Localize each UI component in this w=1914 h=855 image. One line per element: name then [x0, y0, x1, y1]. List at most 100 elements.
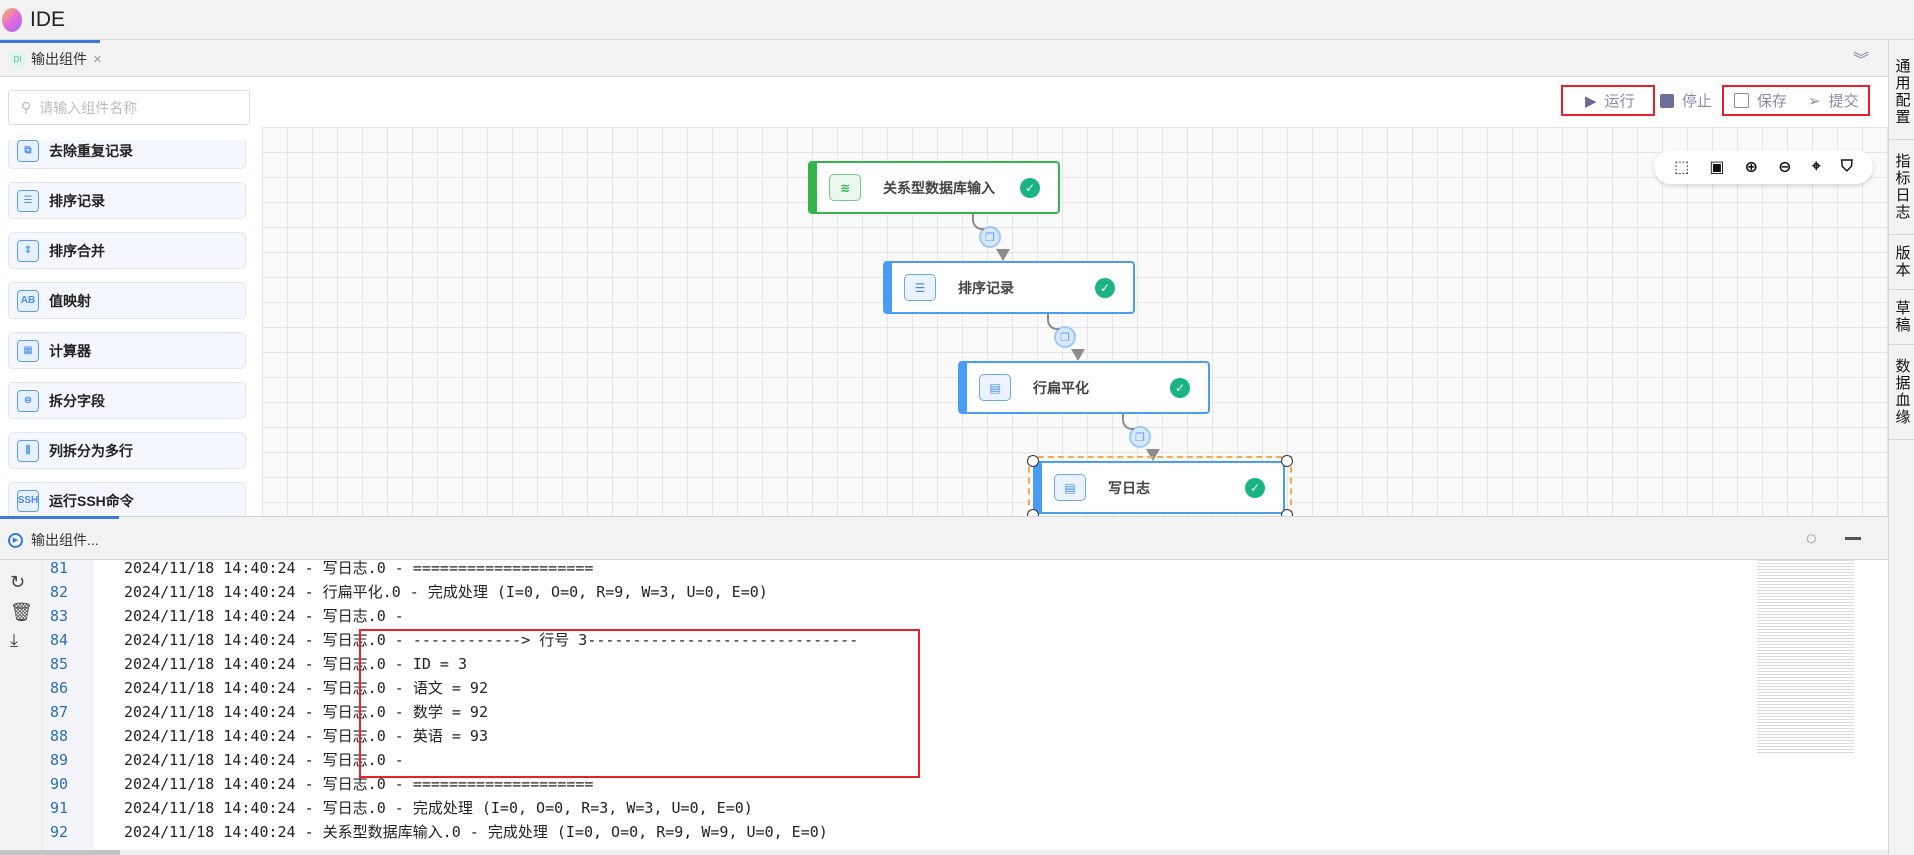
- flow-node[interactable]: ≋ 关系型数据库输入 ✓: [808, 161, 1064, 214]
- save-button[interactable]: 保存: [1734, 85, 1787, 116]
- resize-handle[interactable]: [1281, 455, 1293, 467]
- component-item[interactable]: ☰ 排序记录: [8, 182, 246, 219]
- play-icon: ▶: [1585, 92, 1597, 110]
- right-tab[interactable]: 指标日志: [1889, 140, 1914, 235]
- node-label: 写日志: [1108, 479, 1150, 496]
- connector-line: [1047, 314, 1059, 330]
- log-line: 2024/11/18 14:40:24 - 写日志.0 - 语文 = 92: [124, 679, 488, 697]
- right-tab[interactable]: 通用配置: [1889, 45, 1914, 140]
- selection-outline: [1028, 456, 1292, 516]
- zoom-in-icon[interactable]: ⊕: [1744, 159, 1758, 176]
- refresh-icon[interactable]: ↻: [10, 572, 26, 592]
- right-tab-label: 数据血缘: [1893, 358, 1911, 426]
- select-icon[interactable]: ⬚: [1674, 159, 1690, 176]
- success-check-icon: ✓: [1170, 377, 1190, 398]
- line-number: 83: [50, 607, 69, 625]
- line-number: 92: [50, 823, 69, 841]
- locate-icon[interactable]: ⌖: [1811, 158, 1821, 175]
- component-label: 值映射: [49, 292, 91, 309]
- database-icon: ≋: [829, 174, 861, 201]
- right-tab[interactable]: 数据血缘: [1889, 345, 1914, 440]
- bookmark-icon[interactable]: ⛉: [1840, 158, 1853, 175]
- stop-icon: [1660, 93, 1674, 108]
- tab-bar: [0, 40, 1888, 77]
- search-input[interactable]: [39, 99, 230, 116]
- output-panel-title: ▶ 输出组件...: [8, 530, 99, 550]
- log-line: 2024/11/18 14:40:24 - 写日志.0 - ==========…: [124, 775, 594, 793]
- component-label: 排序记录: [49, 192, 105, 209]
- line-number: 82: [50, 583, 69, 601]
- split-field-icon: ⊜: [17, 389, 39, 412]
- component-label: 运行SSH命令: [49, 492, 134, 509]
- line-number: 85: [50, 655, 69, 673]
- copy-link-icon[interactable]: ❐: [979, 226, 1001, 248]
- component-label: 排序合并: [49, 242, 105, 259]
- line-number: 90: [50, 775, 69, 793]
- log-line: 2024/11/18 14:40:24 - 写日志.0 - ID = 3: [124, 655, 468, 673]
- success-check-icon: ✓: [1245, 477, 1265, 498]
- value-map-icon: AB: [17, 289, 39, 312]
- sort-icon: ☰: [904, 274, 936, 301]
- right-sidebar: 通用配置指标日志版本草稿数据血缘: [1888, 40, 1914, 855]
- flow-node[interactable]: ▤ 行扁平化 ✓: [958, 361, 1214, 414]
- log-line: 2024/11/18 14:40:24 - 写日志.0 - 数学 = 92: [124, 703, 488, 721]
- stop-button[interactable]: 停止: [1660, 85, 1720, 116]
- right-tab[interactable]: 版本: [1889, 235, 1914, 290]
- resize-handle[interactable]: [1027, 455, 1039, 467]
- loading-icon[interactable]: ◌: [1806, 528, 1817, 548]
- right-tab-label: 版本: [1893, 245, 1911, 279]
- log-output[interactable]: [0, 560, 1888, 850]
- component-item[interactable]: SSH 运行SSH命令: [8, 482, 246, 516]
- component-item[interactable]: ⧉ 去除重复记录: [8, 140, 246, 169]
- component-item[interactable]: ⫼ 列拆分为多行: [8, 432, 246, 469]
- app-logo: [2, 8, 22, 32]
- tab-output-component[interactable]: DI 输出组件 ×: [10, 47, 102, 71]
- flow-node[interactable]: ▤ 写日志 ✓: [1033, 461, 1289, 516]
- component-label: 计算器: [49, 342, 91, 359]
- download-icon[interactable]: ⤓: [10, 630, 18, 650]
- minimize-icon[interactable]: [1845, 537, 1861, 540]
- horizontal-scrollbar[interactable]: [0, 850, 1888, 855]
- copy-link-icon[interactable]: ❐: [1054, 326, 1076, 348]
- canvas-tools: ⬚ ▣ ⊕ ⊖ ⌖ ⛉: [1654, 150, 1873, 184]
- title-bar: [0, 0, 1914, 40]
- log-minimap[interactable]: [1757, 560, 1854, 755]
- flow-canvas[interactable]: [262, 127, 1888, 516]
- log-line: 2024/11/18 14:40:24 - 写日志.0 - ==========…: [124, 559, 594, 577]
- di-icon: DI: [10, 51, 25, 67]
- scrollbar-thumb[interactable]: [0, 850, 120, 855]
- column-split-icon: ⫼: [17, 439, 39, 462]
- output-panel-header: [0, 516, 1888, 560]
- zoom-out-icon[interactable]: ⊖: [1778, 159, 1792, 176]
- success-check-icon: ✓: [1020, 177, 1040, 198]
- line-number: 91: [50, 799, 69, 817]
- fit-icon[interactable]: ▣: [1709, 159, 1725, 176]
- sort-icon: ☰: [17, 189, 39, 212]
- double-chevron-down-icon[interactable]: ︾: [1853, 52, 1870, 69]
- close-icon[interactable]: ×: [93, 50, 102, 68]
- component-search[interactable]: ⚲: [8, 90, 250, 125]
- right-tab-label: 通用配置: [1893, 58, 1911, 126]
- node-label: 行扁平化: [1033, 379, 1089, 396]
- arrow-icon: [1071, 349, 1085, 361]
- right-tab[interactable]: 草稿: [1889, 290, 1914, 345]
- submit-button[interactable]: ➢ 提交: [1808, 92, 1859, 111]
- play-circle-icon: ▶: [8, 532, 23, 548]
- component-item[interactable]: ⊜ 拆分字段: [8, 382, 246, 419]
- flow-node[interactable]: ☰ 排序记录 ✓: [883, 261, 1139, 314]
- arrow-icon: [1146, 449, 1160, 461]
- component-item[interactable]: AB 值映射: [8, 282, 246, 319]
- app-title: IDE: [30, 8, 66, 31]
- run-button[interactable]: ▶ 运行: [1561, 85, 1655, 116]
- log-line: 2024/11/18 14:40:24 - 写日志.0 - ----------…: [124, 631, 859, 649]
- highlight-box: [359, 629, 920, 778]
- merge-sort-icon: ⇕: [17, 239, 39, 262]
- component-item[interactable]: ▦ 计算器: [8, 332, 246, 369]
- calculator-icon: ▦: [17, 339, 39, 362]
- log-line: 2024/11/18 14:40:24 - 写日志.0 - 完成处理 (I=0,…: [124, 799, 753, 817]
- trash-icon[interactable]: 🗑: [10, 602, 33, 622]
- copy-link-icon[interactable]: ❐: [1129, 426, 1151, 448]
- log-icon: ▤: [1054, 474, 1086, 501]
- line-number: 88: [50, 727, 69, 745]
- component-item[interactable]: ⇕ 排序合并: [8, 232, 246, 269]
